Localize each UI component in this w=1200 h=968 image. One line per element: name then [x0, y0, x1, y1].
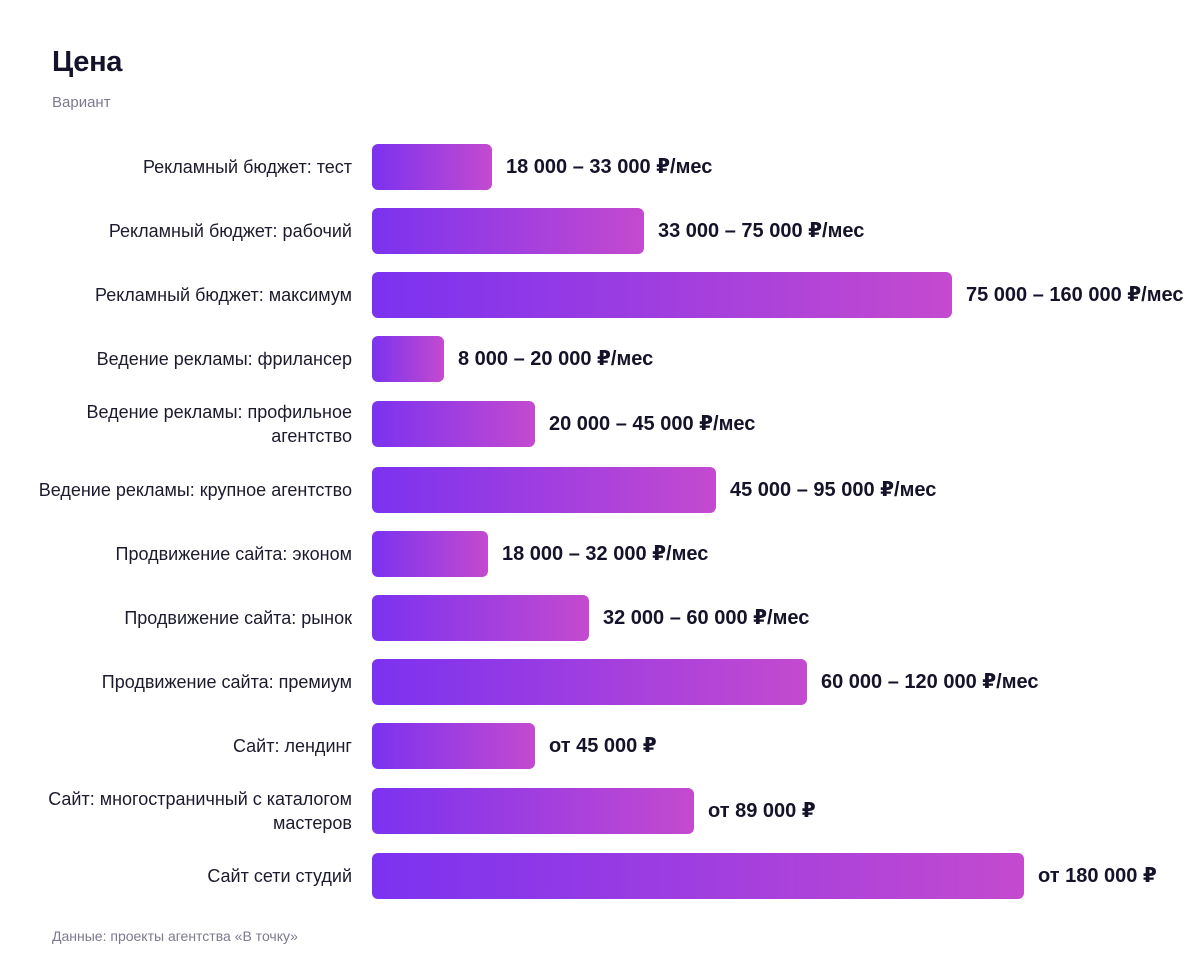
- bar: [372, 531, 488, 577]
- category-label: Ведение рекламы: фрилансер: [96, 349, 352, 369]
- category-label: Продвижение сайта: премиум: [101, 672, 352, 692]
- bar-value-label: 45 000 – 95 000 ₽/мес: [730, 479, 937, 501]
- category-label: Сайт сети студий: [207, 866, 352, 886]
- category-label: Продвижение сайта: эконом: [115, 544, 352, 564]
- category-label: Рекламный бюджет: максимум: [94, 285, 352, 305]
- chart-source-note: Данные: проекты агентства «В точку»: [52, 928, 298, 944]
- bar: [372, 467, 716, 513]
- bar: [372, 659, 807, 705]
- bar-value-label: от 45 000 ₽: [549, 735, 657, 757]
- bar-value-label: от 180 000 ₽: [1038, 865, 1157, 887]
- bar-value-label: 33 000 – 75 000 ₽/мес: [658, 220, 865, 242]
- bar: [372, 336, 444, 382]
- bar: [372, 595, 589, 641]
- bar-value-label: 18 000 – 32 000 ₽/мес: [502, 543, 709, 565]
- category-label: Рекламный бюджет: рабочий: [108, 221, 352, 241]
- category-label: Сайт: лендинг: [232, 736, 352, 756]
- category-label: Продвижение сайта: рынок: [124, 608, 352, 628]
- bar-value-label: 60 000 – 120 000 ₽/мес: [821, 671, 1039, 693]
- bar-value-label: 20 000 – 45 000 ₽/мес: [549, 413, 756, 435]
- bar: [372, 788, 694, 834]
- bar: [372, 208, 644, 254]
- category-label: Рекламный бюджет: тест: [142, 157, 352, 177]
- bar-value-label: 32 000 – 60 000 ₽/мес: [603, 607, 810, 629]
- category-label: Сайт: многостраничный с каталогом мастер…: [48, 789, 352, 833]
- bar-value-label: 18 000 – 33 000 ₽/мес: [506, 156, 713, 178]
- category-label: Ведение рекламы: крупное агентство: [38, 480, 352, 500]
- bar: [372, 272, 952, 318]
- bar: [372, 401, 535, 447]
- bar-value-label: 8 000 – 20 000 ₽/мес: [458, 348, 654, 370]
- bar: [372, 723, 535, 769]
- bar: [372, 144, 492, 190]
- bar: [372, 853, 1024, 899]
- category-label: Ведение рекламы: профильное агентство: [86, 402, 352, 446]
- bar-value-label: от 89 000 ₽: [708, 800, 816, 822]
- bar-value-label: 75 000 – 160 000 ₽/мес: [966, 284, 1184, 306]
- chart-title: Цена: [52, 46, 123, 78]
- chart-subtitle: Вариант: [52, 94, 111, 111]
